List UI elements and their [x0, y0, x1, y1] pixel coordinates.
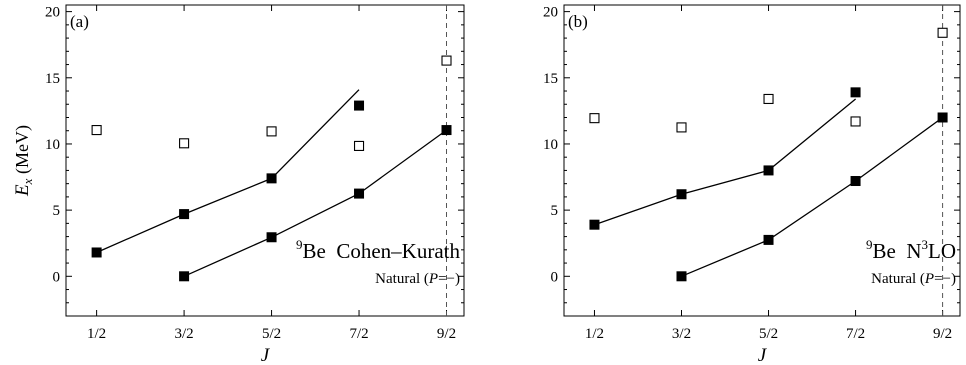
model-annotation: 9Be Cohen–Kurath: [296, 237, 460, 263]
model-annotation: 9Be N3LO: [866, 237, 956, 263]
filled-square-marker: [266, 232, 277, 243]
panel-label: (b): [568, 12, 588, 31]
parity-note-prefix: Natural (: [871, 271, 925, 287]
filled-square-marker: [763, 165, 774, 176]
x-axis-label: J: [261, 345, 271, 365]
filled-square-marker: [91, 247, 102, 258]
open-square-marker: [91, 125, 102, 136]
filled-square-marker: [850, 87, 861, 98]
open-square-marker: [266, 126, 277, 137]
model-name: Cohen–Kurath: [336, 239, 460, 263]
y-tick-label: 10: [45, 137, 60, 153]
open-square-marker: [676, 122, 687, 133]
y-axis-label-main: E: [12, 184, 33, 197]
y-axis-label-unit: (MeV): [12, 125, 33, 178]
y-tick-label: 0: [53, 269, 61, 285]
x-tick-label: 5/2: [759, 326, 778, 342]
y-axis-label: Ex (MeV): [12, 125, 35, 197]
nucleus-symbol: Be: [873, 239, 896, 263]
nucleus-mass-number: 9: [296, 237, 303, 252]
x-tick-label: 9/2: [933, 326, 952, 342]
filled-square-marker: [589, 219, 600, 230]
parity-note-suffix: =−): [934, 271, 956, 287]
annotation-space: [326, 239, 337, 263]
y-tick-label: 20: [45, 5, 60, 21]
x-axis-label: J: [758, 345, 768, 365]
band-line-1: [96, 89, 360, 254]
open-square-marker: [763, 93, 774, 105]
x-tick-label: 3/2: [672, 326, 691, 342]
parity-note-symbol: P: [924, 271, 934, 287]
open-square-marker: [850, 116, 861, 127]
x-tick-label: 5/2: [262, 326, 281, 342]
band-line-2: [183, 129, 447, 277]
open-square-marker: [589, 113, 600, 124]
nucleus-mass-number: 9: [866, 237, 873, 252]
open-square-marker: [179, 138, 190, 149]
x-tick-label: 1/2: [585, 326, 604, 342]
y-tick-label: 5: [53, 203, 61, 219]
filled-square-marker: [266, 173, 277, 184]
parity-note: Natural (P=−): [375, 271, 460, 287]
model-suffix: LO: [928, 239, 956, 263]
filled-square-marker: [441, 125, 452, 136]
parity-note-suffix: =−): [438, 271, 460, 287]
parity-note-symbol: P: [428, 271, 438, 287]
nucleus-symbol: Be: [303, 239, 326, 263]
filled-square-marker: [354, 100, 365, 111]
open-square-marker: [937, 27, 948, 38]
x-tick-label: 7/2: [846, 326, 865, 342]
x-tick-label: 1/2: [87, 326, 106, 342]
x-tick-label: 9/2: [437, 326, 456, 342]
plot-frame: [563, 4, 961, 317]
model-name: N: [906, 239, 921, 263]
filled-square-marker: [937, 112, 948, 123]
y-tick-label: 10: [543, 137, 558, 153]
model-superscript: 3: [922, 237, 929, 252]
filled-square-marker: [179, 209, 190, 220]
band-line-1: [594, 98, 857, 226]
x-tick-label: 7/2: [349, 326, 368, 342]
chart-panel-a: 0 5 10 15 20 1/2 3/2 5/2 7/2 9/2 (a) J Ex (MeV) 9Be C…: [12, 4, 465, 365]
y-axis-label-sub: x: [20, 178, 35, 185]
open-square-marker: [441, 55, 452, 66]
parity-note-prefix: Natural (: [375, 271, 429, 287]
filled-square-marker: [676, 271, 687, 282]
parity-note: Natural (P=−): [871, 271, 956, 287]
annotation-space: [896, 239, 907, 263]
y-tick-label: 0: [551, 269, 559, 285]
panel-label: (a): [70, 12, 89, 31]
y-tick-label: 15: [45, 71, 60, 87]
filled-square-marker: [763, 234, 774, 245]
filled-square-marker: [676, 189, 687, 200]
y-tick-label: 20: [543, 5, 558, 21]
y-tick-label: 15: [543, 71, 558, 87]
filled-square-marker: [850, 176, 861, 187]
y-tick-label: 5: [551, 203, 559, 219]
open-square-marker: [353, 140, 365, 151]
plot-frame: [65, 4, 465, 317]
filled-square-marker: [354, 188, 365, 199]
x-tick-label: 3/2: [175, 326, 194, 342]
filled-square-marker: [179, 271, 190, 282]
band-line-2: [681, 116, 943, 277]
